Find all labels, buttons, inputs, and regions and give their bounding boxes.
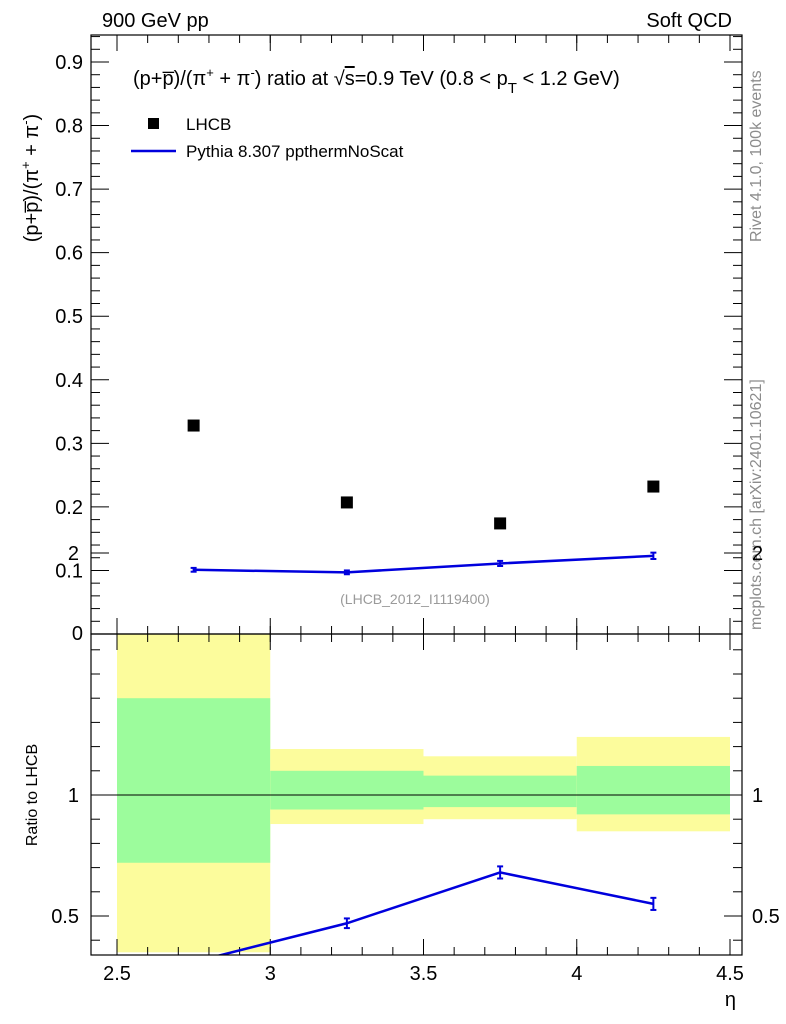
y-tick-label: 0.5 — [55, 306, 83, 328]
x-tick-label: 3 — [265, 963, 276, 985]
ratio-bands — [117, 634, 730, 953]
ratio-y-axis-title: Ratio to LHCB — [24, 744, 41, 846]
ratio-y-tick-label-right: 2 — [752, 543, 763, 565]
y-axis-title: (p+p̅)/(π+ + π-) — [18, 114, 43, 242]
y-tick-label: 0.1 — [55, 560, 83, 582]
ratio-y-tick-label-right: 1 — [752, 785, 763, 807]
legend-label-pythia: Pythia 8.307 ppthermNoScat — [186, 142, 404, 161]
y-tick-label: 0.7 — [55, 179, 83, 201]
y-tick-label: 0.4 — [55, 370, 83, 392]
reference-label: (LHCB_2012_I1119400) — [340, 591, 490, 607]
lhcb-data-point — [647, 480, 660, 493]
ratio-y-tick-label: 0.5 — [51, 906, 79, 928]
mcplots-label: mcplots.cern.ch [arXiv:2401.10621] — [748, 379, 765, 630]
x-tick-label: 2.5 — [103, 963, 131, 985]
stat-uncertainty-band — [117, 698, 271, 863]
legend-label-lhcb: LHCB — [186, 115, 231, 134]
legend-marker-lhcb — [148, 118, 159, 129]
x-tick-label: 3.5 — [410, 963, 438, 985]
ratio-y-tick-label: 1 — [68, 785, 79, 807]
lhcb-data-point — [187, 419, 200, 432]
main-series — [187, 419, 660, 576]
ratio-series — [216, 865, 657, 955]
lhcb-data-point — [494, 517, 507, 530]
y-zero-label: 0 — [72, 623, 83, 645]
ratio-y-tick-label: 2 — [68, 543, 79, 565]
rivet-label: Rivet 4.1.0, 100k events — [748, 70, 765, 242]
stat-uncertainty-band — [270, 770, 424, 810]
y-tick-label: 0.9 — [55, 52, 83, 74]
stat-uncertainty-band — [423, 775, 577, 808]
ratio-y-tick-label-right: 0.5 — [752, 906, 780, 928]
ratio-axes: 0.5 0.5 1 1 2 2 2.5 3 3.5 4 4.5 — [51, 543, 780, 985]
x-tick-label: 4 — [571, 963, 582, 985]
pythia-line — [193, 554, 654, 574]
header-left-label: 900 GeV pp — [102, 10, 209, 32]
main-axes: 0.1 0.2 0.3 0.4 0.5 0.6 0.7 0.8 0.9 0 — [55, 35, 742, 645]
x-tick-label: 4.5 — [716, 963, 744, 985]
y-tick-label: 0.6 — [55, 243, 83, 265]
y-tick-label: 0.8 — [55, 116, 83, 138]
ratio-frame — [90, 633, 743, 956]
y-tick-label: 0.2 — [55, 497, 83, 519]
stat-uncertainty-band — [576, 765, 730, 815]
chart-title: (p+p̅)/(π+ + π-) ratio at √s=0.9 TeV (0.… — [133, 65, 620, 97]
pythia-ratio-line — [216, 871, 654, 955]
lhcb-data-point — [340, 496, 353, 509]
header-right-label: Soft QCD — [646, 10, 732, 32]
y-tick-label: 0.3 — [55, 433, 83, 455]
x-axis-title: η — [725, 989, 736, 1011]
